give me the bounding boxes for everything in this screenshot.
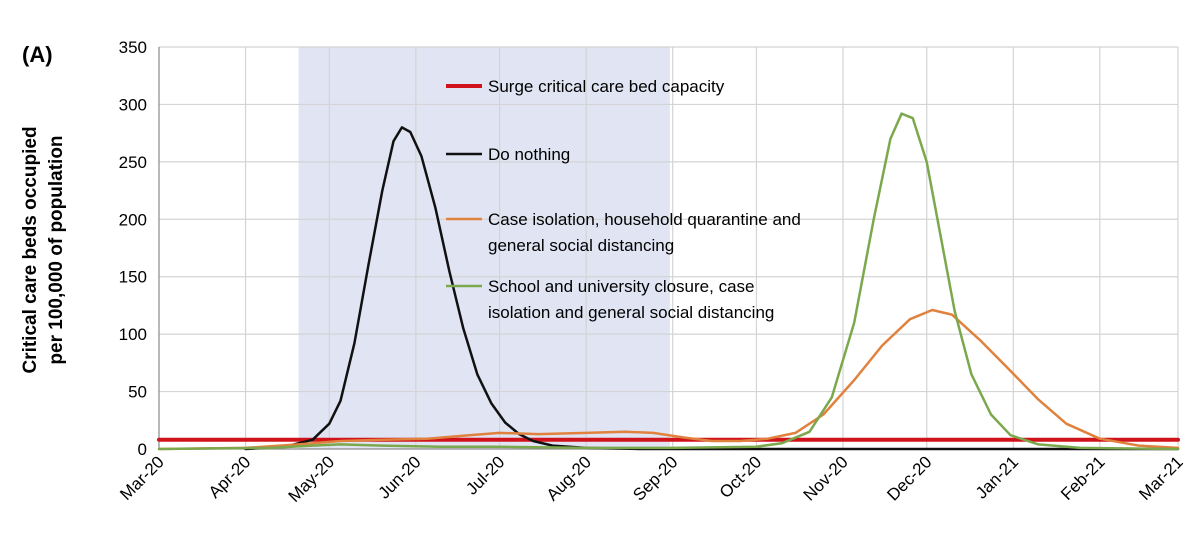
x-tick-label: Sep-20 [629, 452, 681, 504]
legend-label-3: School and university closure, case [488, 277, 754, 296]
y-tick-label: 200 [119, 210, 147, 229]
x-tick-label: Aug-20 [543, 452, 595, 504]
x-tick-label: Dec-20 [883, 452, 935, 504]
legend-label-1: Do nothing [488, 145, 570, 164]
x-tick-label: Apr-20 [205, 452, 255, 502]
x-tick-label: Nov-20 [800, 452, 852, 504]
x-tick-label: Jul-20 [462, 452, 508, 498]
y-tick-label: 300 [119, 95, 147, 114]
x-tick-label: May-20 [285, 452, 339, 506]
panel-label: (A) [22, 42, 53, 67]
x-tick-label: Feb-21 [1057, 452, 1109, 504]
series-lines [157, 112, 1180, 451]
series-line-3 [157, 112, 1180, 451]
legend-label-3: isolation and general social distancing [488, 303, 774, 322]
shaded-period [298, 47, 670, 449]
x-tick-label: Jan-21 [972, 452, 1022, 502]
x-tick-label: Jun-20 [374, 452, 424, 502]
series-line-1 [244, 126, 1180, 451]
y-tick-label: 0 [138, 440, 147, 459]
legend-label-2: general social distancing [488, 236, 674, 255]
legend: Surge critical care bed capacity Do nothi… [446, 77, 801, 322]
y-tick-label: 250 [119, 153, 147, 172]
y-tick-label: 100 [119, 325, 147, 344]
grid-lines [159, 46, 1179, 449]
y-tick-label: 350 [119, 38, 147, 57]
x-tick-label: Mar-21 [1135, 452, 1187, 504]
legend-label-2: Case isolation, household quarantine and [488, 210, 801, 229]
x-tick-label: Oct-20 [716, 452, 766, 502]
y-tick-label: 150 [119, 268, 147, 287]
y-tick-label: 50 [128, 383, 147, 402]
intervention-shaded-period [298, 47, 670, 449]
legend-label-0: Surge critical care bed capacity [488, 77, 725, 96]
x-tick-label: Mar-20 [116, 452, 168, 504]
series-line-2 [157, 308, 1180, 451]
